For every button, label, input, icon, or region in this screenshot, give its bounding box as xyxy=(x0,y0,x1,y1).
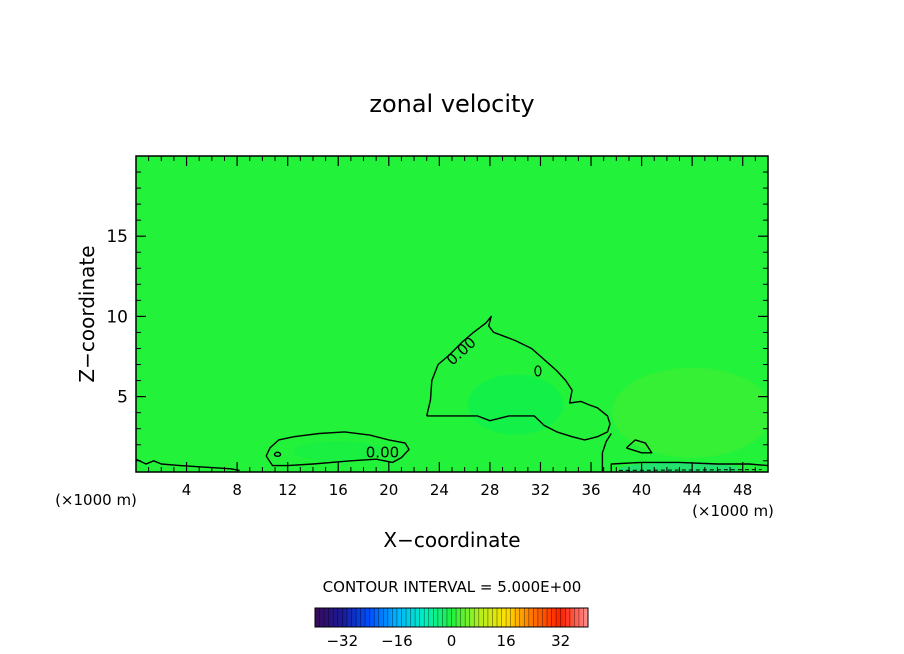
x-unit-left: (×1000 m) xyxy=(55,491,137,509)
zero-contours xyxy=(136,315,768,472)
y-axis-label: Z−coordinate xyxy=(75,245,99,382)
x-tick-label: 32 xyxy=(531,481,550,499)
colorbar-tick-label: 0 xyxy=(447,632,457,650)
field-shade-lower-left xyxy=(293,441,384,462)
contour-central-cell xyxy=(426,315,611,441)
colorbar-tick-label: −32 xyxy=(326,632,358,650)
y-tick-label: 10 xyxy=(106,307,128,327)
x-tick-label: 48 xyxy=(733,481,752,499)
colorbar-tick-label: 32 xyxy=(551,632,570,650)
chart-title: zonal velocity xyxy=(369,90,534,118)
colorbar-tick-label: −16 xyxy=(381,632,413,650)
x-tick-label: 24 xyxy=(430,481,449,499)
x-tick-label: 36 xyxy=(581,481,600,499)
x-tick-label: 40 xyxy=(632,481,651,499)
contour-east-small-cell xyxy=(625,439,653,454)
x-tick-label: 28 xyxy=(480,481,499,499)
colorbar-tick-label: 16 xyxy=(497,632,516,650)
contour-small-loop xyxy=(534,365,542,377)
y-tick-labels: 5 10 15 xyxy=(106,227,128,407)
contour-label-1: 0.00 xyxy=(366,444,399,462)
x-tick-label: 20 xyxy=(379,481,398,499)
x-tick-label: 4 xyxy=(182,481,192,499)
contour-east-vertical xyxy=(601,433,612,472)
field-shade-east xyxy=(612,367,768,458)
field-background xyxy=(136,156,768,472)
contour-lower-left-cell xyxy=(265,431,410,467)
velocity-field xyxy=(136,156,768,472)
x-tick-label: 8 xyxy=(232,481,242,499)
contour-negative-east xyxy=(618,469,762,471)
contour-tiny-loop xyxy=(273,451,282,458)
contour-ground-left xyxy=(136,458,240,472)
x-tick-label: 12 xyxy=(278,481,297,499)
x-tick-label: 44 xyxy=(683,481,702,499)
x-axis-label: X−coordinate xyxy=(383,528,520,552)
x-unit-right: (×1000 m) xyxy=(692,502,774,520)
colorbar xyxy=(314,607,589,628)
x-tick-labels: 4 8 12 16 20 24 28 32 36 40 44 48 xyxy=(182,481,752,499)
y-tick-label: 5 xyxy=(117,388,128,408)
field-shade-central xyxy=(467,374,564,435)
contour-interval-label: CONTOUR INTERVAL = 5.000E+00 xyxy=(323,578,582,596)
x-tick-label: 16 xyxy=(329,481,348,499)
axis-ticks xyxy=(136,156,768,472)
colorbar-labels: −32 −16 0 16 32 xyxy=(326,632,570,650)
y-tick-label: 15 xyxy=(106,227,128,247)
contour-east-ground xyxy=(610,461,768,472)
